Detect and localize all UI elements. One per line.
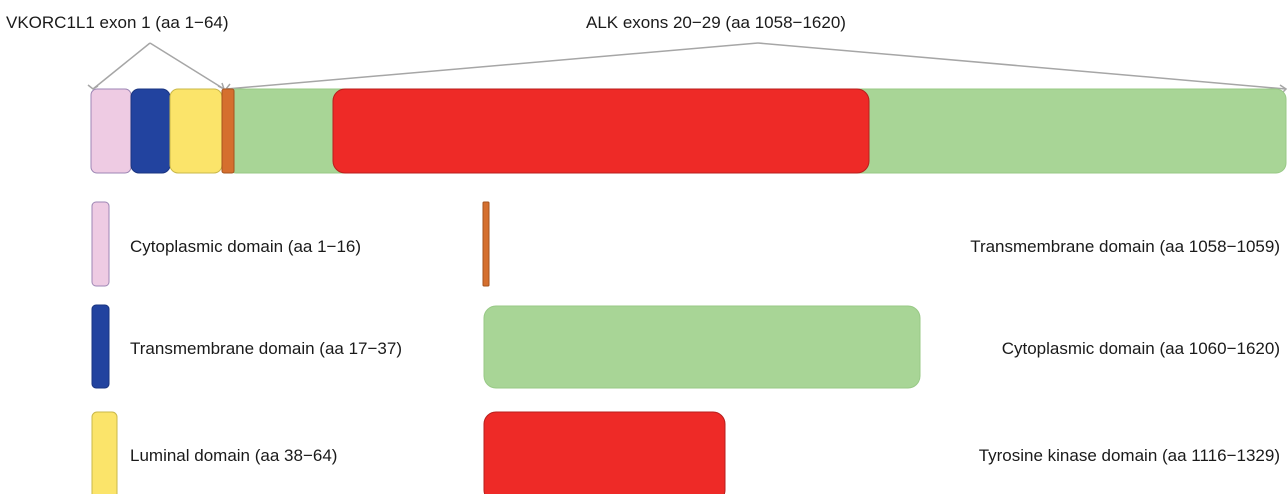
fusion-bar xyxy=(90,88,1287,174)
legend-swatch-tm-vk xyxy=(91,304,110,389)
legend-label-tm-vk: Transmembrane domain (aa 17−37) xyxy=(130,339,402,358)
kinase-segment xyxy=(332,88,870,174)
legend-label-cyto-alk: Cytoplasmic domain (aa 1060−1620) xyxy=(1001,339,1280,358)
legend-swatch-cyto-vk xyxy=(91,201,110,287)
alk-bracket xyxy=(224,42,1288,94)
legend-label-kinase: Tyrosine kinase domain (aa 1116−1329) xyxy=(978,446,1280,465)
legend-swatch-kinase xyxy=(483,411,726,494)
legend-label-cyto-vk: Cytoplasmic domain (aa 1−16) xyxy=(130,237,362,256)
legend-label-luminal: Luminal domain (aa 38−64) xyxy=(130,446,338,465)
legend-swatch-luminal xyxy=(91,411,118,494)
vk-luminal-segment xyxy=(169,88,223,174)
alk-exons-label: ALK exons 20−29 (aa 1058−1620) xyxy=(586,13,846,32)
legend-swatch-cyto-alk xyxy=(483,305,921,389)
vk-cytoplasmic-segment xyxy=(90,88,132,174)
vkorc-bracket xyxy=(87,42,226,91)
legend-swatch-tm-alk xyxy=(482,201,490,287)
legend-label-tm-alk: Transmembrane domain (aa 1058−1059) xyxy=(970,237,1280,256)
alk-transmembrane-segment xyxy=(221,88,235,174)
vk-transmembrane-segment xyxy=(130,88,171,174)
vkorc-exon-label: VKORC1L1 exon 1 (aa 1−64) xyxy=(6,13,229,32)
